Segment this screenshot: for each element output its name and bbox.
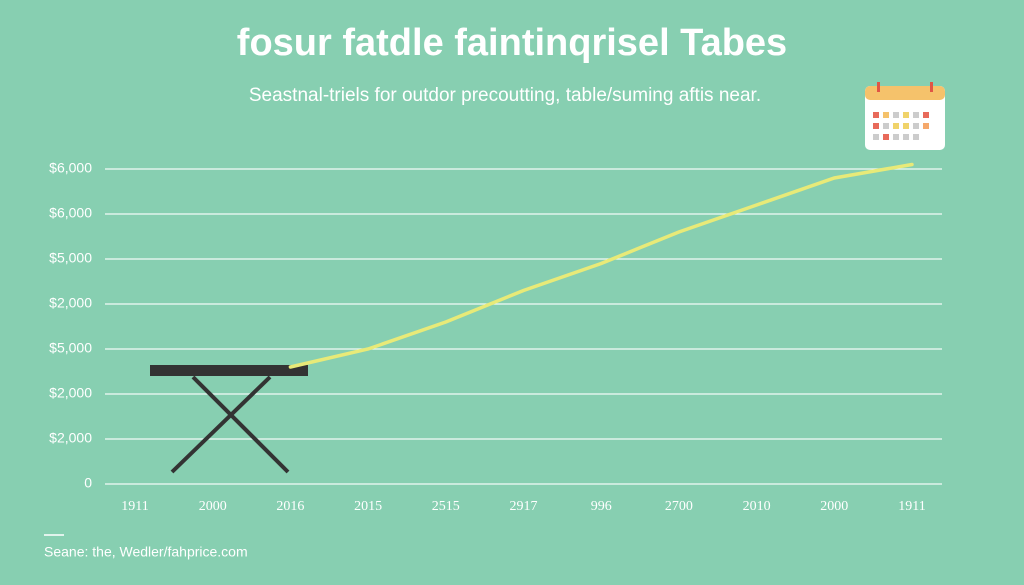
x-tick-label: 2010 xyxy=(743,499,771,514)
y-tick-label: $2,000 xyxy=(49,430,92,446)
x-tick-label: 2000 xyxy=(199,499,227,514)
x-tick-label: 2000 xyxy=(820,499,848,514)
source: Seane: the, Wedler/fahprice.com xyxy=(44,544,248,560)
x-tick-label: 996 xyxy=(591,499,612,514)
chart-title: fosur fatdle faintinqrisel Tabes xyxy=(237,22,787,64)
table-leg xyxy=(191,375,290,474)
x-tick-label: 2917 xyxy=(510,499,538,514)
x-tick-label: 2016 xyxy=(276,499,304,514)
y-tick-label: $2,000 xyxy=(49,295,92,311)
x-tick-label: 1911 xyxy=(121,499,148,514)
y-tick-label: 0 xyxy=(84,475,92,491)
x-tick-label: 2700 xyxy=(665,499,693,514)
table-icon xyxy=(150,365,308,474)
calendar-icon xyxy=(865,82,945,150)
y-tick-label: $6,000 xyxy=(49,205,92,221)
x-tick-label: 1911 xyxy=(898,499,925,514)
y-tick-label: $2,000 xyxy=(49,385,92,401)
y-tick-label: $5,000 xyxy=(49,250,92,266)
chart-subtitle: Seastnal-triels for outdor precoutting, … xyxy=(249,85,761,106)
table-top xyxy=(150,365,308,376)
table-leg xyxy=(170,375,272,474)
y-tick-label: $6,000 xyxy=(49,160,92,176)
x-tick-label: 2015 xyxy=(354,499,382,514)
data-line xyxy=(288,162,914,369)
x-tick-label: 2515 xyxy=(432,499,460,514)
y-tick-label: $5,000 xyxy=(49,340,92,356)
